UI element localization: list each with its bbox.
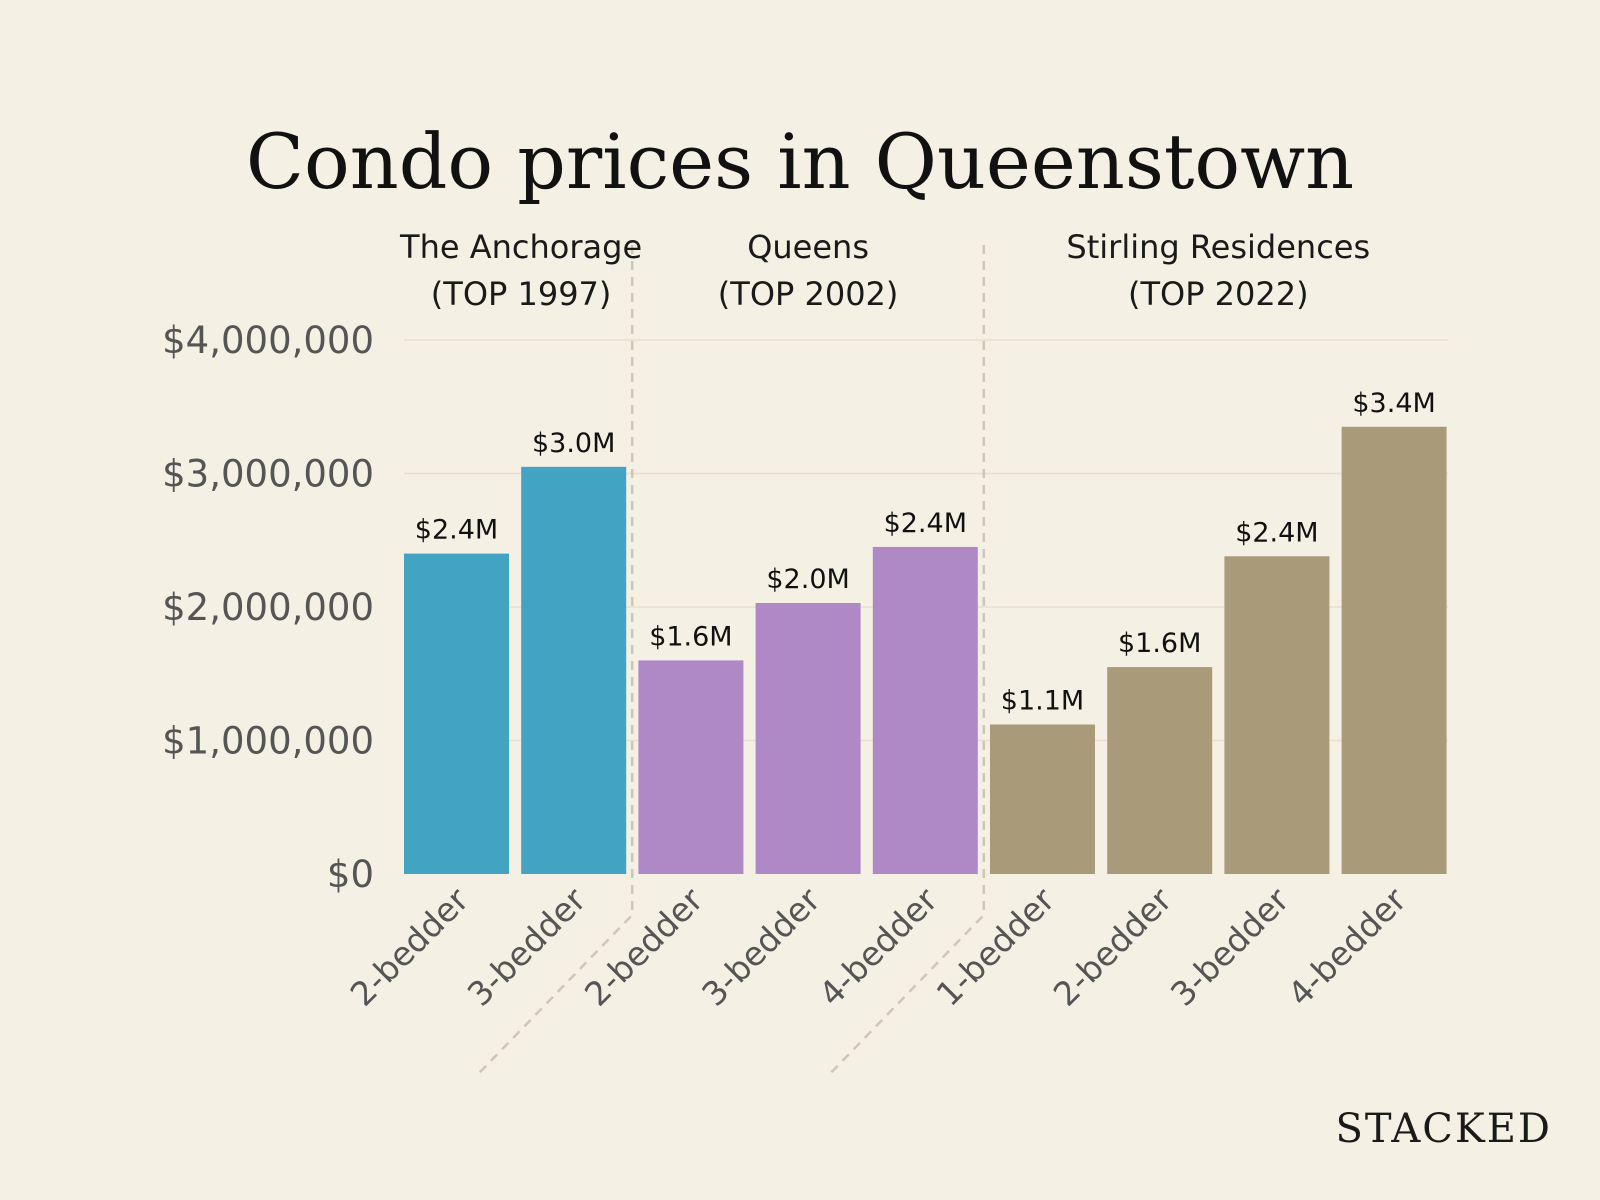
bar-value-label: $1.6M [1118,628,1201,659]
y-tick-label: $4,000,000 [162,319,374,362]
group-name-label: Queens [747,228,869,266]
bar-value-label: $3.0M [532,428,615,459]
y-tick-label: $0 [327,853,374,896]
group-labels: The Anchorage (TOP 1997) Queens (TOP 2002) S… [399,228,1370,313]
x-tick-label: 4-bedder [811,880,945,1014]
bar-value-label: $2.4M [884,508,967,539]
x-tick-label: 3-bedder [1163,880,1297,1014]
data-labels: $2.4M $3.0M $1.6M $2.0M $2.4M $1.1M $1.6M $2.4M… [415,388,1436,717]
group-name-label: Stirling Residences [1066,228,1370,266]
bar-value-label: $2.4M [1235,517,1318,548]
bar-value-label: $1.1M [1001,685,1084,716]
group-dividers [476,245,986,1076]
bar-value-label: $2.4M [415,515,498,546]
bar [1341,426,1447,874]
x-tick-label: 3-bedder [694,880,828,1014]
x-tick-label: 2-bedder [1046,880,1180,1014]
group-top-label: (TOP 2022) [1128,275,1309,313]
group-name-label: The Anchorage [399,228,642,266]
y-tick-label: $1,000,000 [162,720,374,763]
x-tick-label: 4-bedder [1280,880,1414,1014]
bar [755,602,861,874]
x-tick-label: 2-bedder [343,880,477,1014]
bar [990,724,1095,874]
y-tick-label: $3,000,000 [162,453,374,496]
chart-title: Condo prices in Queenstown [246,117,1354,206]
bar-value-label: $3.4M [1352,388,1435,419]
group-divider [827,245,986,1076]
group-divider [476,245,634,1076]
y-tick-label: $2,000,000 [162,586,374,629]
bar [521,466,627,874]
bar [872,546,978,874]
bar [638,660,744,874]
x-tick-label: 1-bedder [929,880,1063,1014]
group-top-label: (TOP 2002) [718,275,899,313]
bar-value-label: $2.0M [766,564,849,595]
x-axis-ticks: 2-bedder3-bedder2-bedder3-bedder4-bedder… [343,880,1414,1014]
group-top-label: (TOP 1997) [431,275,612,313]
y-axis-ticks: $0 $1,000,000 $2,000,000 $3,000,000 $4,000,0… [162,319,374,896]
bars [404,426,1447,874]
bar [1224,556,1330,874]
bar [1107,667,1213,874]
bar [404,553,509,874]
brand-logo: STACKED [1335,1106,1552,1152]
bar-value-label: $1.6M [649,621,732,652]
x-tick-label: 3-bedder [460,880,594,1014]
x-tick-label: 2-bedder [577,880,711,1014]
